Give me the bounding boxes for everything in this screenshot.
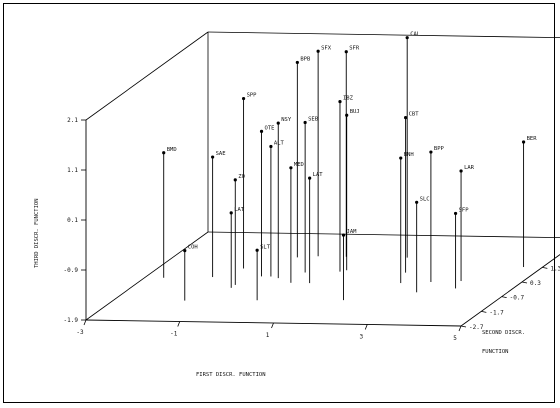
point-label: MED [294, 162, 304, 168]
data-point [459, 169, 463, 173]
y-tick-mark [481, 310, 487, 313]
data-point [241, 96, 246, 101]
x-tick-mark [177, 321, 181, 327]
z-tick-label: -0.9 [64, 267, 79, 274]
y-tick-label: -0.7 [510, 295, 525, 302]
data-point [521, 140, 526, 144]
x-tick-label: 1 [266, 332, 270, 339]
data-point [162, 151, 166, 155]
x-tick-mark [458, 325, 462, 332]
data-point [453, 211, 458, 216]
point-label: BER [527, 136, 538, 142]
x-tick-label: -1 [170, 331, 178, 338]
point-label: LAT [234, 207, 245, 213]
x-tick-label: 5 [453, 335, 457, 342]
data-point [259, 129, 264, 133]
point-label: SLT [260, 244, 271, 250]
point-label: ZO [238, 174, 245, 180]
data-point [404, 116, 408, 120]
point-label: NSY [281, 117, 292, 123]
point-label: BPP [434, 146, 445, 152]
y-tick-mark [460, 325, 467, 328]
z-tick-label: 2.1 [67, 117, 78, 124]
data-point [415, 200, 419, 204]
point-label: LAR [464, 165, 475, 171]
data-point [211, 155, 215, 159]
data-point [399, 156, 403, 160]
axes-box [85, 31, 560, 327]
y-tick-label: -2.7 [469, 324, 484, 331]
x-tick-mark [364, 324, 368, 330]
z-axis-label: THIRD DISCR. FUNCTION [34, 198, 40, 268]
point-label: BNH [404, 152, 414, 158]
y-tick-mark [501, 296, 507, 299]
point-label: CBT [409, 112, 420, 118]
point-label: SPP [247, 93, 258, 99]
data-point [289, 166, 293, 170]
data-point [303, 120, 307, 125]
y-axis-label-line2: FUNCTION [482, 349, 509, 355]
z-tick-label: 1.1 [67, 167, 78, 174]
z-tick-label: 0.1 [67, 217, 78, 224]
y-tick-label: -1.7 [489, 309, 504, 316]
data-point [308, 176, 312, 180]
floor-edge-left [85, 231, 209, 321]
top-edge-back [207, 31, 560, 39]
axis-ticks: -3-1135-2.7-1.7-0.70.31.32.33.3-1.9-0.90… [64, 117, 560, 342]
y-axis-line [460, 254, 560, 327]
x-axis-label: FIRST DISCR. FUNCTION [196, 372, 266, 378]
y-tick-label: 0.3 [530, 280, 541, 287]
point-label: OTE [265, 125, 275, 131]
data-point [405, 36, 409, 40]
point-label: COH [188, 245, 198, 251]
point-label: CAL [410, 32, 421, 38]
y-tick-label: 1.3 [550, 265, 560, 272]
point-label: SEB [308, 117, 319, 123]
point-label: SLC [420, 196, 430, 202]
data-point [255, 248, 259, 252]
point-label: SFP [459, 207, 470, 213]
data-point [338, 99, 342, 104]
data-point [344, 50, 348, 54]
y-tick-mark [521, 281, 528, 284]
data-point [269, 144, 273, 149]
z-tick-label: -1.9 [64, 317, 79, 324]
point-label: BPB [300, 56, 311, 62]
point-label: BMD [167, 147, 177, 153]
point-label: SFX [321, 45, 332, 51]
point-label: BUJ [350, 109, 360, 115]
data-stems [163, 37, 525, 301]
point-label: SAE [216, 151, 226, 157]
data-point [295, 60, 299, 65]
floor-edge-back [207, 231, 560, 239]
x-tick-label: -3 [76, 329, 84, 336]
chart-frame [3, 3, 555, 403]
x-tick-label: 3 [359, 334, 363, 341]
point-label: JAM [347, 229, 358, 235]
data-points: SPP BPB SFX SFR CAL OTE NSY SEB IBZ BUJ CBT BMD SAE A… [162, 32, 537, 253]
point-label: IBZ [343, 96, 354, 102]
data-point [233, 178, 237, 182]
point-label: ALT [274, 140, 285, 146]
data-point [183, 248, 187, 253]
data-point [345, 113, 349, 117]
data-point [429, 150, 433, 154]
top-edge-left [85, 31, 209, 121]
data-point [341, 233, 346, 237]
data-point [276, 121, 280, 125]
point-label: LAT [313, 172, 324, 178]
x-tick-mark [271, 322, 274, 329]
y-axis-label: SECOND DISCR. [482, 330, 525, 336]
x-tick-mark [83, 319, 87, 326]
data-point [316, 49, 320, 53]
point-label: SFR [349, 46, 360, 52]
data-point [229, 211, 233, 215]
y-tick-mark [542, 266, 548, 269]
